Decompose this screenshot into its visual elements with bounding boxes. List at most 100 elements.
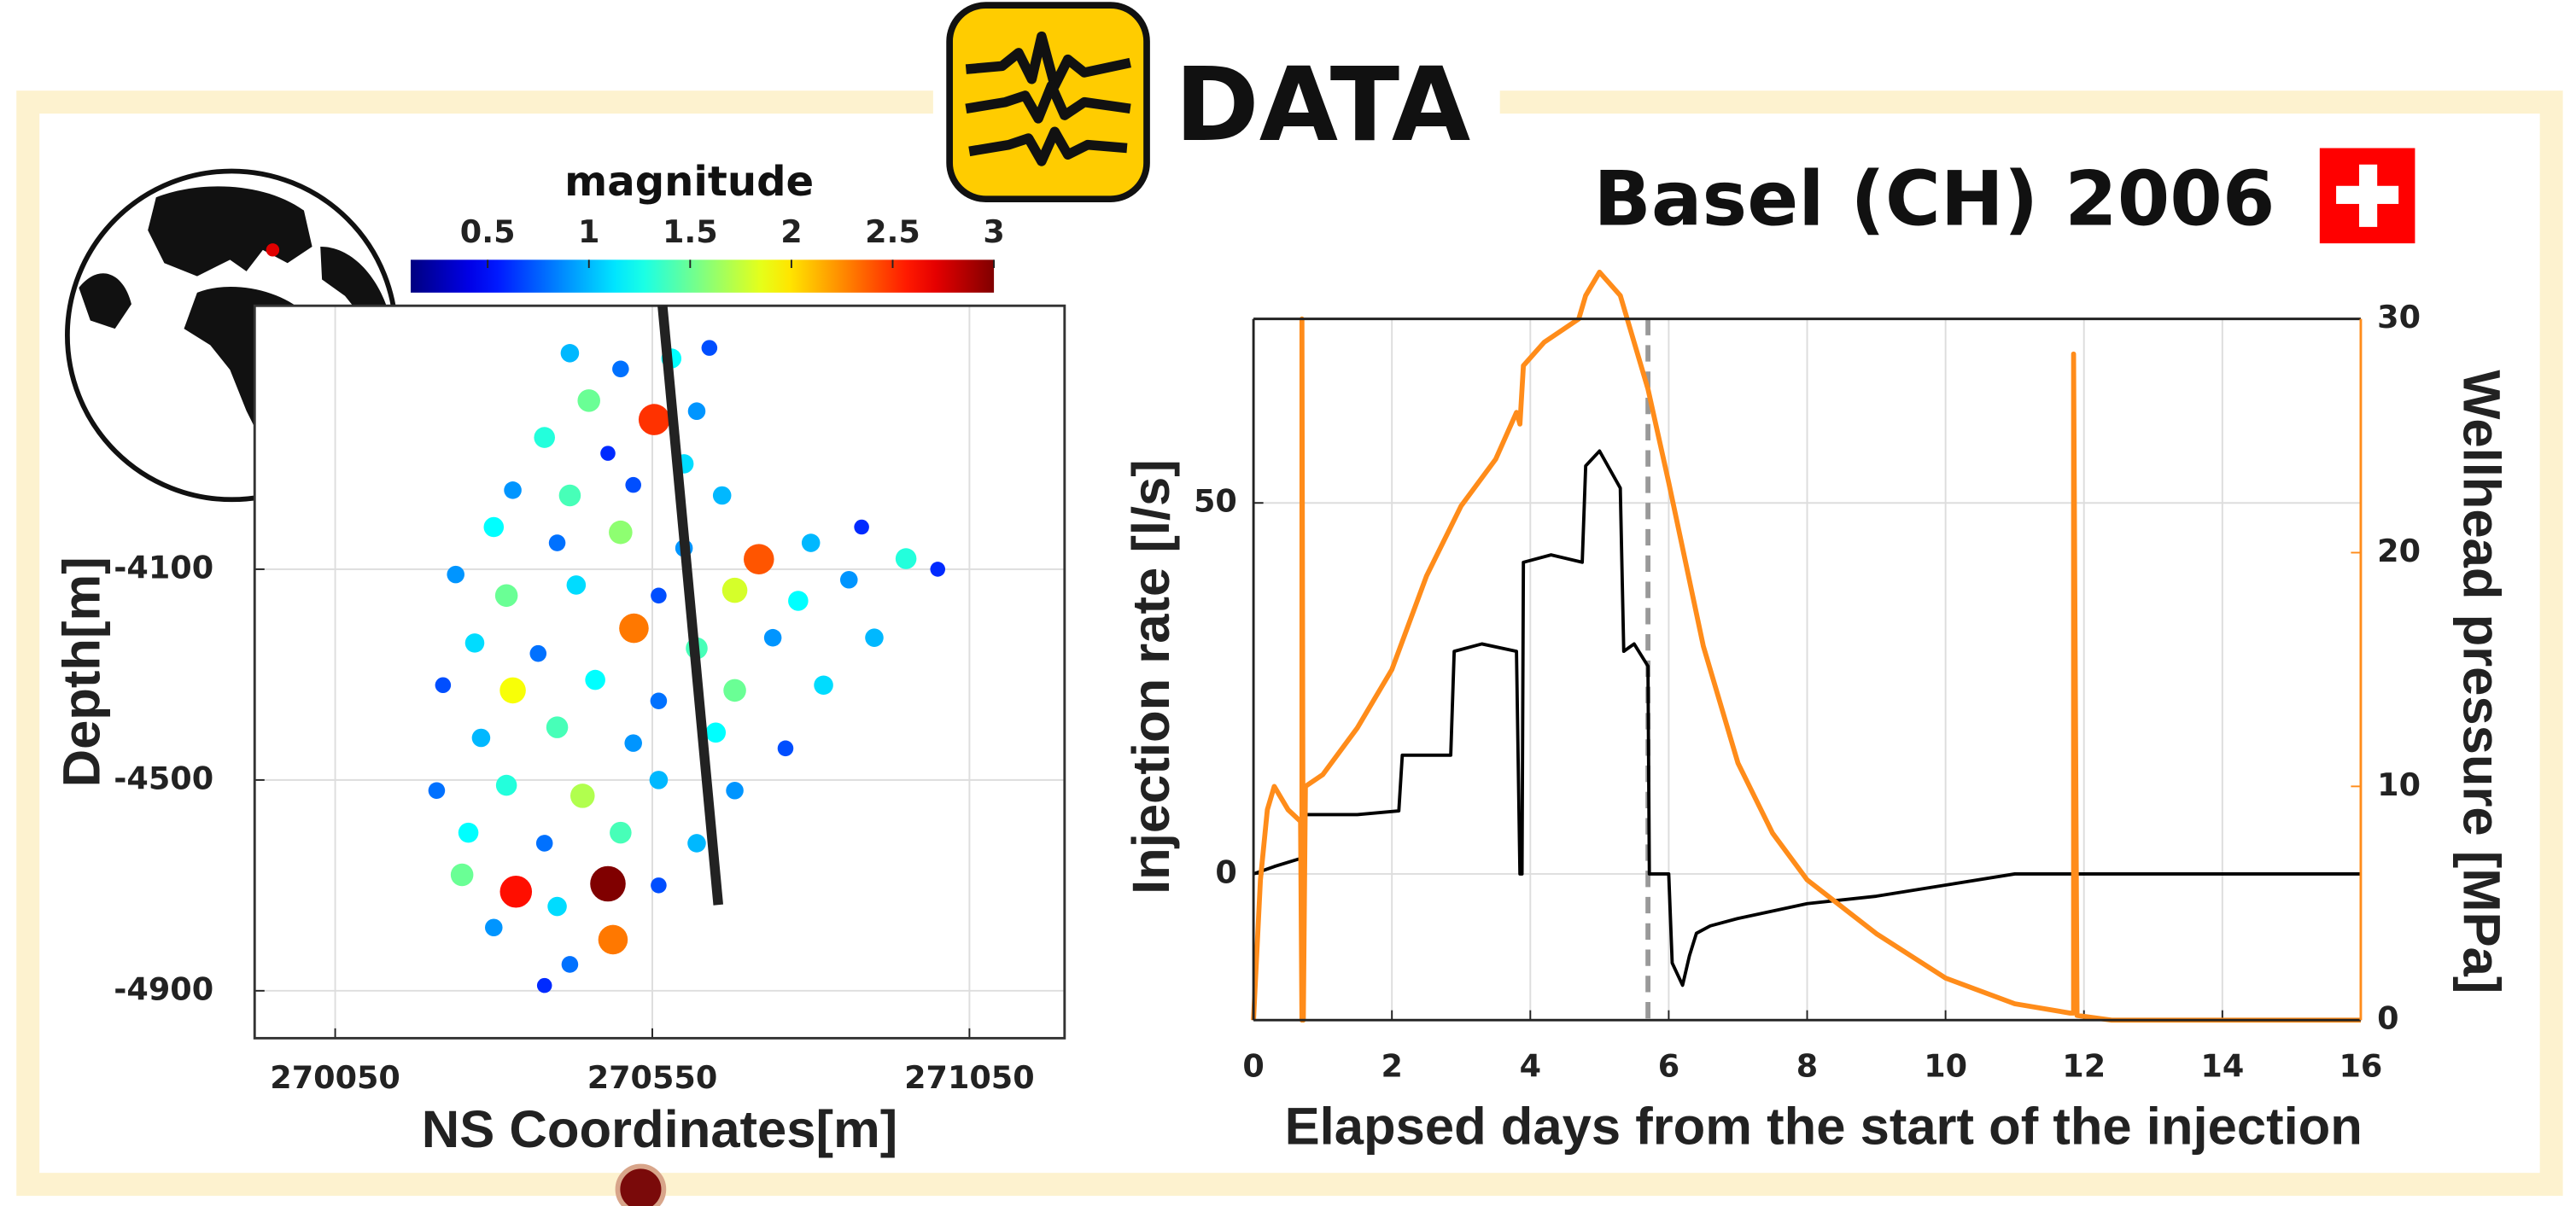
x-tick-label: 8 (1796, 1048, 1818, 1085)
event-point (687, 834, 706, 853)
colorbar (411, 259, 995, 293)
page-title: Basel (CH) 2006 (1593, 154, 2275, 242)
event-point (566, 575, 587, 595)
event-point (721, 577, 748, 603)
y-tick-label: -4100 (114, 549, 213, 586)
event-point (854, 519, 869, 535)
event-point (930, 562, 946, 577)
event-point (788, 591, 809, 611)
x-tick-label: 2 (1381, 1048, 1402, 1085)
x-tick-label: 270050 (270, 1059, 400, 1096)
event-point (464, 633, 485, 653)
x-axis-label: Elapsed days from the start of the injec… (1285, 1097, 2363, 1156)
event-point (624, 734, 642, 752)
event-point (590, 865, 626, 902)
event-point (600, 446, 616, 461)
event-point (561, 956, 579, 973)
x-tick-label: 6 (1658, 1048, 1679, 1085)
event-point (895, 548, 917, 569)
event-point (428, 782, 446, 799)
event-point (450, 863, 474, 887)
event-point (548, 534, 566, 551)
event-point (701, 340, 718, 356)
event-point (609, 520, 633, 545)
x-tick-label: 4 (1520, 1048, 1541, 1085)
event-point (585, 669, 605, 690)
event-point (726, 781, 744, 800)
event-point (814, 675, 833, 696)
x-tick-label: 270550 (587, 1059, 718, 1096)
x-axis-label: NS Coordinates[m] (422, 1100, 898, 1159)
y-axis-label: Depth[m] (52, 556, 111, 787)
plot-frame (253, 304, 1066, 1040)
colorbar-tick-label: 1.5 (663, 213, 718, 250)
logo (946, 2, 1150, 203)
x-tick-label: 0 (1242, 1048, 1264, 1085)
y2-tick-label: 10 (2377, 766, 2421, 803)
event-point (649, 771, 669, 789)
colorbar-tick-label: 0.5 (460, 213, 516, 250)
colorbar-label: magnitude (564, 158, 814, 206)
marker (615, 1163, 667, 1206)
y2-tick-label: 20 (2377, 533, 2421, 569)
y-tick-label: -4900 (114, 970, 213, 1007)
event-point (839, 570, 858, 589)
event-point (865, 628, 884, 647)
event-point (570, 784, 595, 808)
colorbar-tick-label: 2.5 (865, 213, 920, 250)
event-point (619, 613, 649, 644)
event-point (546, 716, 569, 738)
event-point (723, 679, 746, 702)
event-point (638, 404, 670, 435)
well-trajectory (657, 305, 723, 906)
event-point (499, 875, 533, 908)
y2-axis-label: Wellhead pressure [MPa] (2451, 370, 2510, 993)
event-point (705, 722, 727, 743)
event-point (536, 977, 552, 993)
event-point (499, 677, 526, 704)
event-point (547, 896, 567, 917)
y-axis-label: Injection rate [l/s] (1122, 459, 1181, 894)
event-point (577, 389, 600, 412)
x-tick-label: 271050 (904, 1059, 1035, 1096)
x-tick-label: 16 (2339, 1048, 2383, 1085)
event-point (504, 481, 522, 499)
x-tick-label: 12 (2062, 1048, 2106, 1085)
event-point (651, 877, 667, 894)
event-point (535, 835, 553, 852)
event-point (650, 692, 668, 710)
swiss-flag (2319, 148, 2415, 244)
event-point (687, 402, 706, 420)
injection-line (1253, 449, 2361, 988)
event-point (529, 644, 547, 662)
event-point (494, 584, 518, 608)
event-point (447, 565, 464, 584)
event-point (534, 427, 555, 448)
colorbar-tick-label: 1 (578, 213, 599, 250)
event-point (763, 628, 782, 647)
event-point (651, 587, 667, 604)
event-point (483, 516, 505, 538)
y-tick-label: -4500 (114, 760, 213, 796)
event-point (801, 533, 821, 552)
event-point (485, 918, 503, 937)
event-point (471, 728, 491, 748)
event-point (435, 677, 452, 694)
y-tick-label: 0 (1215, 854, 1236, 890)
event-point (744, 544, 774, 574)
y2-tick-label: 0 (2377, 1000, 2398, 1037)
logo-text: DATA (1175, 46, 1471, 165)
event-point (458, 822, 479, 843)
event-point (612, 360, 629, 378)
x-tick-label: 10 (1924, 1048, 1967, 1085)
event-point (495, 774, 517, 796)
pressure-line (1251, 269, 2361, 1023)
colorbar-tick-label: 3 (983, 213, 1004, 250)
event-point (598, 924, 628, 955)
x-tick-label: 14 (2200, 1048, 2244, 1085)
y2-tick-label: 30 (2377, 299, 2421, 335)
event-point (610, 821, 632, 844)
event-point (777, 740, 794, 757)
